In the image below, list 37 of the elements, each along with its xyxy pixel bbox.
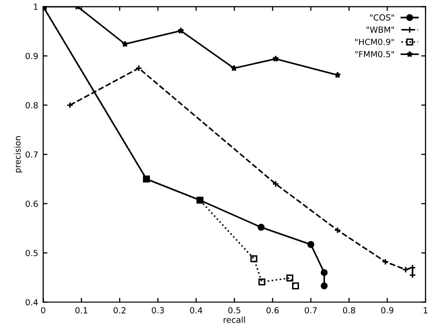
x-tick-label: 0.7 bbox=[304, 307, 317, 314]
point bbox=[258, 224, 265, 231]
point bbox=[122, 40, 128, 48]
x-tick-label: 0.4 bbox=[190, 307, 202, 314]
point bbox=[292, 282, 300, 290]
x-tick-label: 0.3 bbox=[152, 307, 164, 314]
y-tick-label: 0.5 bbox=[26, 250, 38, 256]
y-tick-label: 0.9 bbox=[26, 52, 38, 60]
point bbox=[286, 274, 294, 282]
point bbox=[320, 269, 328, 276]
y-tick-label: 1 bbox=[34, 4, 38, 10]
x-tick-label: 0.6 bbox=[266, 307, 279, 314]
x-axis-title: recall bbox=[224, 316, 245, 323]
x-tick-label: 0.1 bbox=[75, 307, 88, 314]
legend-label: "FMM0.5" bbox=[355, 50, 394, 58]
y-tick-label: 0.7 bbox=[26, 151, 38, 158]
point bbox=[320, 282, 328, 290]
y-tick-label: 0.6 bbox=[26, 200, 38, 207]
legend-label: "HCM0.9" bbox=[355, 38, 394, 46]
point bbox=[272, 55, 279, 62]
point bbox=[334, 72, 341, 78]
legend-label: "COS" bbox=[370, 14, 394, 21]
x-tick-label: 0.2 bbox=[114, 307, 126, 314]
y-tick-label: 0.4 bbox=[26, 299, 38, 306]
x-tick-label: 0.5 bbox=[228, 307, 240, 314]
y-axis-title: precision bbox=[14, 136, 22, 172]
legend-label: "WBM" bbox=[366, 26, 394, 33]
x-tick-label: 0 bbox=[41, 307, 46, 314]
point bbox=[230, 64, 238, 72]
x-tick-label: 0.8 bbox=[342, 307, 356, 314]
x-tick-label: 1 bbox=[424, 307, 428, 314]
point bbox=[307, 241, 314, 248]
y-tick-label: 0.8 bbox=[26, 102, 38, 108]
x-tick-label: 0.9 bbox=[381, 307, 394, 314]
point bbox=[178, 27, 184, 34]
point bbox=[250, 255, 258, 262]
point bbox=[258, 278, 266, 286]
